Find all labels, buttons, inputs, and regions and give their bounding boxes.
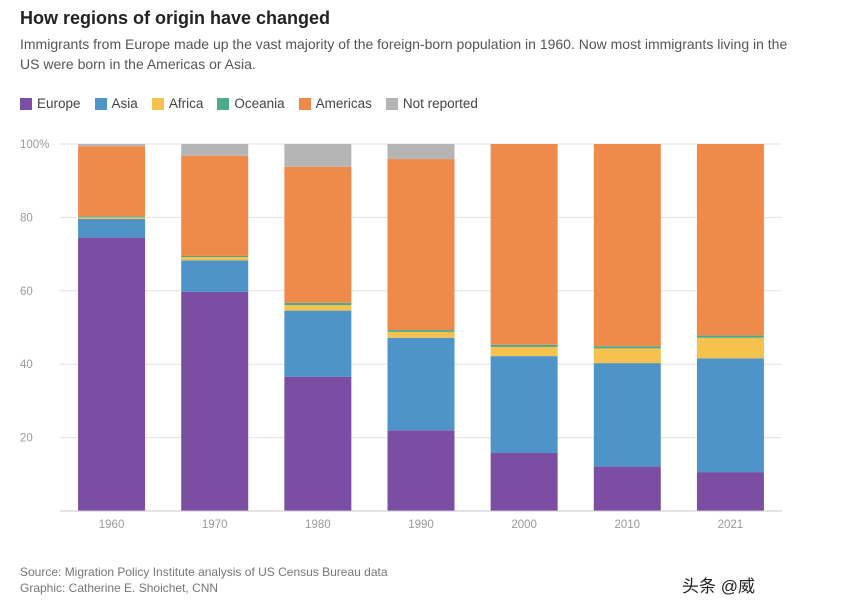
- bar-segment-africa-2021: [696, 337, 764, 359]
- bar-segment-not-reported-1990: [387, 144, 455, 160]
- x-tick-label: 1960: [99, 519, 125, 531]
- legend-label-oceania: Oceania: [234, 96, 285, 111]
- x-tick-label: 1970: [202, 519, 228, 531]
- source-note: Source: Migration Policy Institute analy…: [20, 564, 388, 596]
- bar-segment-americas-1970: [181, 155, 249, 256]
- legend: Europe Asia Africa Oceania Americas Not …: [20, 96, 478, 111]
- legend-label-africa: Africa: [168, 96, 204, 111]
- bar-segment-africa-1970: [181, 257, 249, 261]
- x-tick-label: 2010: [614, 519, 640, 531]
- x-tick-label: 1980: [305, 519, 331, 531]
- legend-label-not-reported: Not reported: [402, 96, 478, 111]
- chart-subtitle: Immigrants from Europe made up the vast …: [20, 36, 788, 72]
- bar-segment-americas-2000: [490, 144, 558, 345]
- bar-segment-oceania-1990: [387, 330, 455, 332]
- bar-segment-americas-2010: [593, 144, 661, 347]
- bar-segment-asia-1990: [387, 337, 455, 431]
- bars: [78, 144, 764, 511]
- bar-segment-americas-1990: [387, 159, 455, 331]
- bar-segment-europe-1990: [387, 430, 455, 511]
- legend-label-americas: Americas: [315, 96, 372, 111]
- bar-segment-oceania-2010: [593, 346, 661, 349]
- bar-segment-oceania-1980: [284, 302, 352, 306]
- bar-segment-europe-1970: [181, 291, 249, 511]
- axes: 20 40 60 80 100% 1960 1970 1980 1990 2000 2010 2021: [20, 139, 782, 531]
- bar-segment-not-reported-1960: [78, 144, 146, 147]
- legend-swatch-africa: [151, 97, 164, 110]
- y-tick-label: 40: [20, 359, 33, 371]
- bar-segment-africa-2000: [490, 346, 558, 357]
- legend-item-oceania: Oceania: [217, 96, 285, 111]
- y-tick-label: 80: [20, 212, 33, 224]
- bar-segment-asia-1960: [78, 218, 146, 238]
- bar-segment-europe-1980: [284, 376, 352, 511]
- bar-segment-oceania-1960: [78, 216, 146, 218]
- bar-segment-africa-2010: [593, 348, 661, 364]
- legend-item-asia: Asia: [94, 96, 138, 111]
- bar-segment-americas-2021: [696, 144, 764, 336]
- bar-segment-africa-1980: [284, 305, 352, 311]
- bar-segment-asia-1970: [181, 260, 249, 292]
- bar-segment-europe-2010: [593, 466, 661, 511]
- legend-swatch-asia: [94, 97, 107, 110]
- bar-segment-europe-2021: [696, 472, 764, 511]
- legend-item-europe: Europe: [20, 96, 81, 111]
- legend-label-europe: Europe: [37, 96, 81, 111]
- watermark: 头条 @威: [682, 577, 755, 596]
- bar-segment-not-reported-1970: [181, 144, 249, 156]
- legend-swatch-not-reported: [385, 97, 398, 110]
- credit-line: Graphic: Catherine E. Shoichet, CNN: [20, 581, 219, 595]
- bar-segment-europe-2000: [490, 453, 558, 511]
- bar-segment-asia-2000: [490, 356, 558, 454]
- legend-item-americas: Americas: [298, 96, 372, 111]
- bar-segment-americas-1980: [284, 166, 352, 303]
- x-tick-label: 2000: [511, 519, 537, 531]
- x-tick-label: 2021: [718, 519, 744, 531]
- bar-segment-asia-2010: [593, 363, 661, 467]
- legend-item-africa: Africa: [151, 96, 204, 111]
- legend-item-not-reported: Not reported: [385, 96, 478, 111]
- bar-segment-europe-1960: [78, 237, 146, 511]
- legend-swatch-europe: [20, 97, 32, 110]
- bar-segment-africa-1990: [387, 331, 455, 338]
- bar-segment-asia-1980: [284, 310, 352, 377]
- y-tick-label: 20: [20, 433, 33, 445]
- legend-swatch-americas: [298, 97, 311, 110]
- legend-swatch-oceania: [217, 97, 230, 110]
- bar-segment-not-reported-1980: [284, 144, 352, 167]
- stacked-bar-chart: 20 40 60 80 100% 1960 1970 1980 1990 2000 2010 2021: [20, 139, 782, 531]
- bar-segment-asia-2021: [696, 358, 764, 473]
- bar-segment-oceania-1970: [181, 255, 249, 258]
- bar-segment-americas-1960: [78, 146, 146, 217]
- bar-segment-oceania-2021: [696, 335, 764, 338]
- x-tick-label: 1990: [408, 519, 434, 531]
- y-tick-label: 100%: [20, 139, 49, 151]
- y-tick-label: 60: [20, 286, 33, 298]
- source-line: Source: Migration Policy Institute analy…: [20, 565, 388, 579]
- bar-segment-oceania-2000: [490, 344, 558, 347]
- chart-title: How regions of origin have changed: [20, 8, 331, 28]
- bar-segment-africa-1960: [78, 217, 146, 219]
- legend-label-asia: Asia: [111, 96, 138, 111]
